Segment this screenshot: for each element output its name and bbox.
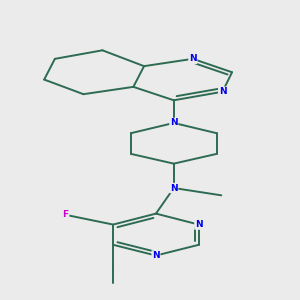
- Text: N: N: [195, 220, 202, 229]
- Text: N: N: [152, 251, 160, 260]
- Text: N: N: [189, 54, 196, 63]
- Text: N: N: [219, 87, 226, 96]
- Text: N: N: [170, 184, 178, 193]
- Text: N: N: [170, 118, 178, 127]
- Text: F: F: [62, 210, 69, 219]
